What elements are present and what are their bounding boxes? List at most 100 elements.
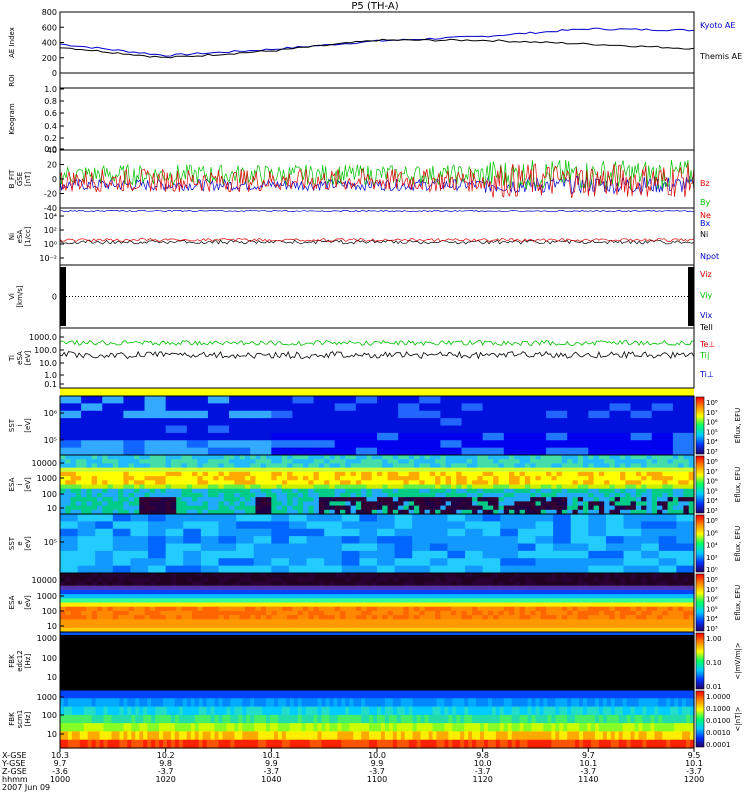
- ytick-esa_e-3: 10: [47, 622, 57, 631]
- colorbar-tick-esa_i-5: 10³: [706, 507, 718, 515]
- legend-ti-2: Ti⊥: [699, 370, 714, 379]
- colorbar-label-esa_e: Eflux, EFU: [734, 585, 742, 620]
- xtick-t-3: 1100: [367, 775, 387, 784]
- panel-frame-keo: [59, 87, 695, 151]
- colorbar-tick-sst_i-3: 10⁵: [706, 428, 718, 436]
- series-line-0: [59, 27, 695, 57]
- velocity-right-clip: [688, 267, 694, 326]
- xaxis-row-label-4: 2007 Jun 09: [2, 783, 50, 792]
- ylabel-fbk1-1: edc12: [16, 650, 24, 672]
- ytick-bfit-3: -20: [44, 190, 57, 199]
- ytick-keo-1: 0.8: [44, 97, 57, 106]
- colorbar-label-fbk2: <|nT|>: [734, 706, 742, 731]
- ylabel-esa_e-0: ESA: [8, 595, 16, 609]
- ytick-esa_e-0: 10000: [32, 576, 57, 585]
- legend-vi-1: Viy: [700, 291, 713, 300]
- xtick-x-6: 9.5: [688, 751, 701, 760]
- xtick-x-4: 9.8: [476, 751, 489, 760]
- xaxis-row-label-3: hhmm: [2, 775, 28, 784]
- ylabel-fbk2-2: [Hz]: [24, 712, 32, 727]
- xtick-z-0: -3.6: [52, 767, 68, 776]
- xtick-y-0: 9.7: [54, 759, 67, 768]
- ylabel-sst_e-1: e: [16, 541, 24, 545]
- xtick-t-5: 1140: [578, 775, 598, 784]
- colorbar-tick-esa_e-2: 10⁶: [706, 596, 718, 604]
- ytick-ni-3: 10⁻²: [39, 254, 57, 263]
- colorbar-tick-sst_i-0: 10⁸: [706, 399, 718, 407]
- xtick-z-6: -3.7: [686, 767, 702, 776]
- xtick-y-2: 9.9: [265, 759, 278, 768]
- ytick-keo-3: 0.4: [44, 122, 57, 131]
- legend-ni-0: Ne: [700, 211, 711, 220]
- legend-ni-2: Npot: [700, 252, 719, 261]
- colorbar-sst_i: [695, 396, 705, 455]
- ytick-ae-1: 600: [42, 23, 57, 32]
- series-line-1: [59, 38, 695, 59]
- colorbar-tick-esa_i-0: 10⁸: [706, 458, 718, 466]
- ylabel-ti-0: Ti: [8, 355, 16, 362]
- legend-vi-0: Viz: [700, 270, 712, 279]
- ytick-keo-0: 1.0: [44, 85, 57, 94]
- xtick-t-1: 1020: [155, 775, 175, 784]
- ylabel-ni-2: [1/cc]: [24, 226, 32, 246]
- colorbar-label-sst_e: Eflux, EFU: [734, 526, 742, 561]
- ytick-esa_i-3: 10: [47, 504, 57, 513]
- ylabel-esa_e-1: e: [16, 600, 24, 604]
- xtick-t-0: 1000: [50, 775, 70, 784]
- ytick-ti-3: 1.0: [44, 371, 57, 380]
- xaxis-row-label-2: Z-GSE: [2, 767, 27, 776]
- temp-green: [59, 339, 695, 347]
- xtick-t-2: 1040: [261, 775, 281, 784]
- saturation-band: [60, 388, 694, 396]
- ylabel-vi-1: [km/s]: [16, 285, 24, 308]
- ytick-ti-2: 10.0: [39, 359, 57, 368]
- colorbar-tick-esa_i-2: 10⁶: [706, 478, 718, 486]
- xtick-x-1: 10.2: [157, 751, 175, 760]
- ylabel-ti-1: eSA: [16, 351, 24, 365]
- ylabel-fbk1-2: [Hz]: [24, 654, 32, 669]
- ylabel-sst_i-1: i: [16, 424, 24, 426]
- ylabel-ni-1: eSA: [16, 229, 24, 243]
- xtick-z-5: -3.7: [581, 767, 597, 776]
- fbk1-top-band: [60, 632, 694, 635]
- ytick-ni-1: 10²: [44, 226, 57, 235]
- colorbar-sst_e: [695, 514, 705, 573]
- colorbar-tick-sst_e-3: 10²: [706, 554, 718, 562]
- xtick-y-4: 10.0: [474, 759, 492, 768]
- legend-ti-1: Ti|: [699, 351, 710, 360]
- xtick-z-3: -3.7: [369, 767, 385, 776]
- xtick-y-5: 10.1: [579, 759, 597, 768]
- ylabel-fbk2-0: FBK: [8, 712, 16, 726]
- xtick-z-1: -3.7: [158, 767, 174, 776]
- colorbar-tick-esa_i-4: 10⁴: [706, 497, 718, 505]
- density-npot: [59, 209, 695, 213]
- density-ni: [59, 239, 695, 245]
- ytick-esa_e-1: 1000: [37, 592, 57, 601]
- ylabel-ti-2: [eV]: [24, 350, 32, 365]
- legend-bfit-1: By: [700, 198, 710, 207]
- ylabel-ni-0: Ni: [8, 233, 16, 240]
- legend-ae-1: Themis AE: [699, 52, 742, 61]
- spectrogram-layer: [60, 388, 705, 749]
- legend-ti-0: Te⊥: [699, 340, 715, 349]
- ytick-ae-0: 800: [42, 8, 57, 17]
- colorbar-tick-fbk2-4: 0.0001: [706, 741, 731, 749]
- legend-ae-0: Kyoto AE: [700, 21, 735, 30]
- ytick-sst_i-1: 10⁵: [44, 436, 57, 445]
- ytick-keo-2: 0.6: [44, 109, 57, 118]
- ytick-ae-2: 400: [42, 39, 57, 48]
- ytick-ti-4: 0.1: [44, 380, 57, 389]
- panel-frame-ae: [59, 11, 695, 74]
- panel-frame-ni: [59, 207, 695, 266]
- colorbar-tick-fbk2-3: 0.0010: [706, 729, 731, 737]
- ytick-fbk2-1: 100: [42, 711, 57, 720]
- ytick-fbk2-2: 10: [47, 730, 57, 739]
- ylabel-bfit-1: GSE: [16, 172, 24, 186]
- ylabel-bfit-0: B_FIT: [8, 169, 16, 188]
- colorbar-label-esa_i: Eflux, EFU: [734, 467, 742, 502]
- legend-bfit-2: Bx: [700, 219, 710, 228]
- colorbar-tick-esa_e-4: 10⁴: [706, 615, 718, 623]
- ytick-esa_i-0: 10000: [32, 459, 57, 468]
- bfield-line-2: [59, 163, 695, 198]
